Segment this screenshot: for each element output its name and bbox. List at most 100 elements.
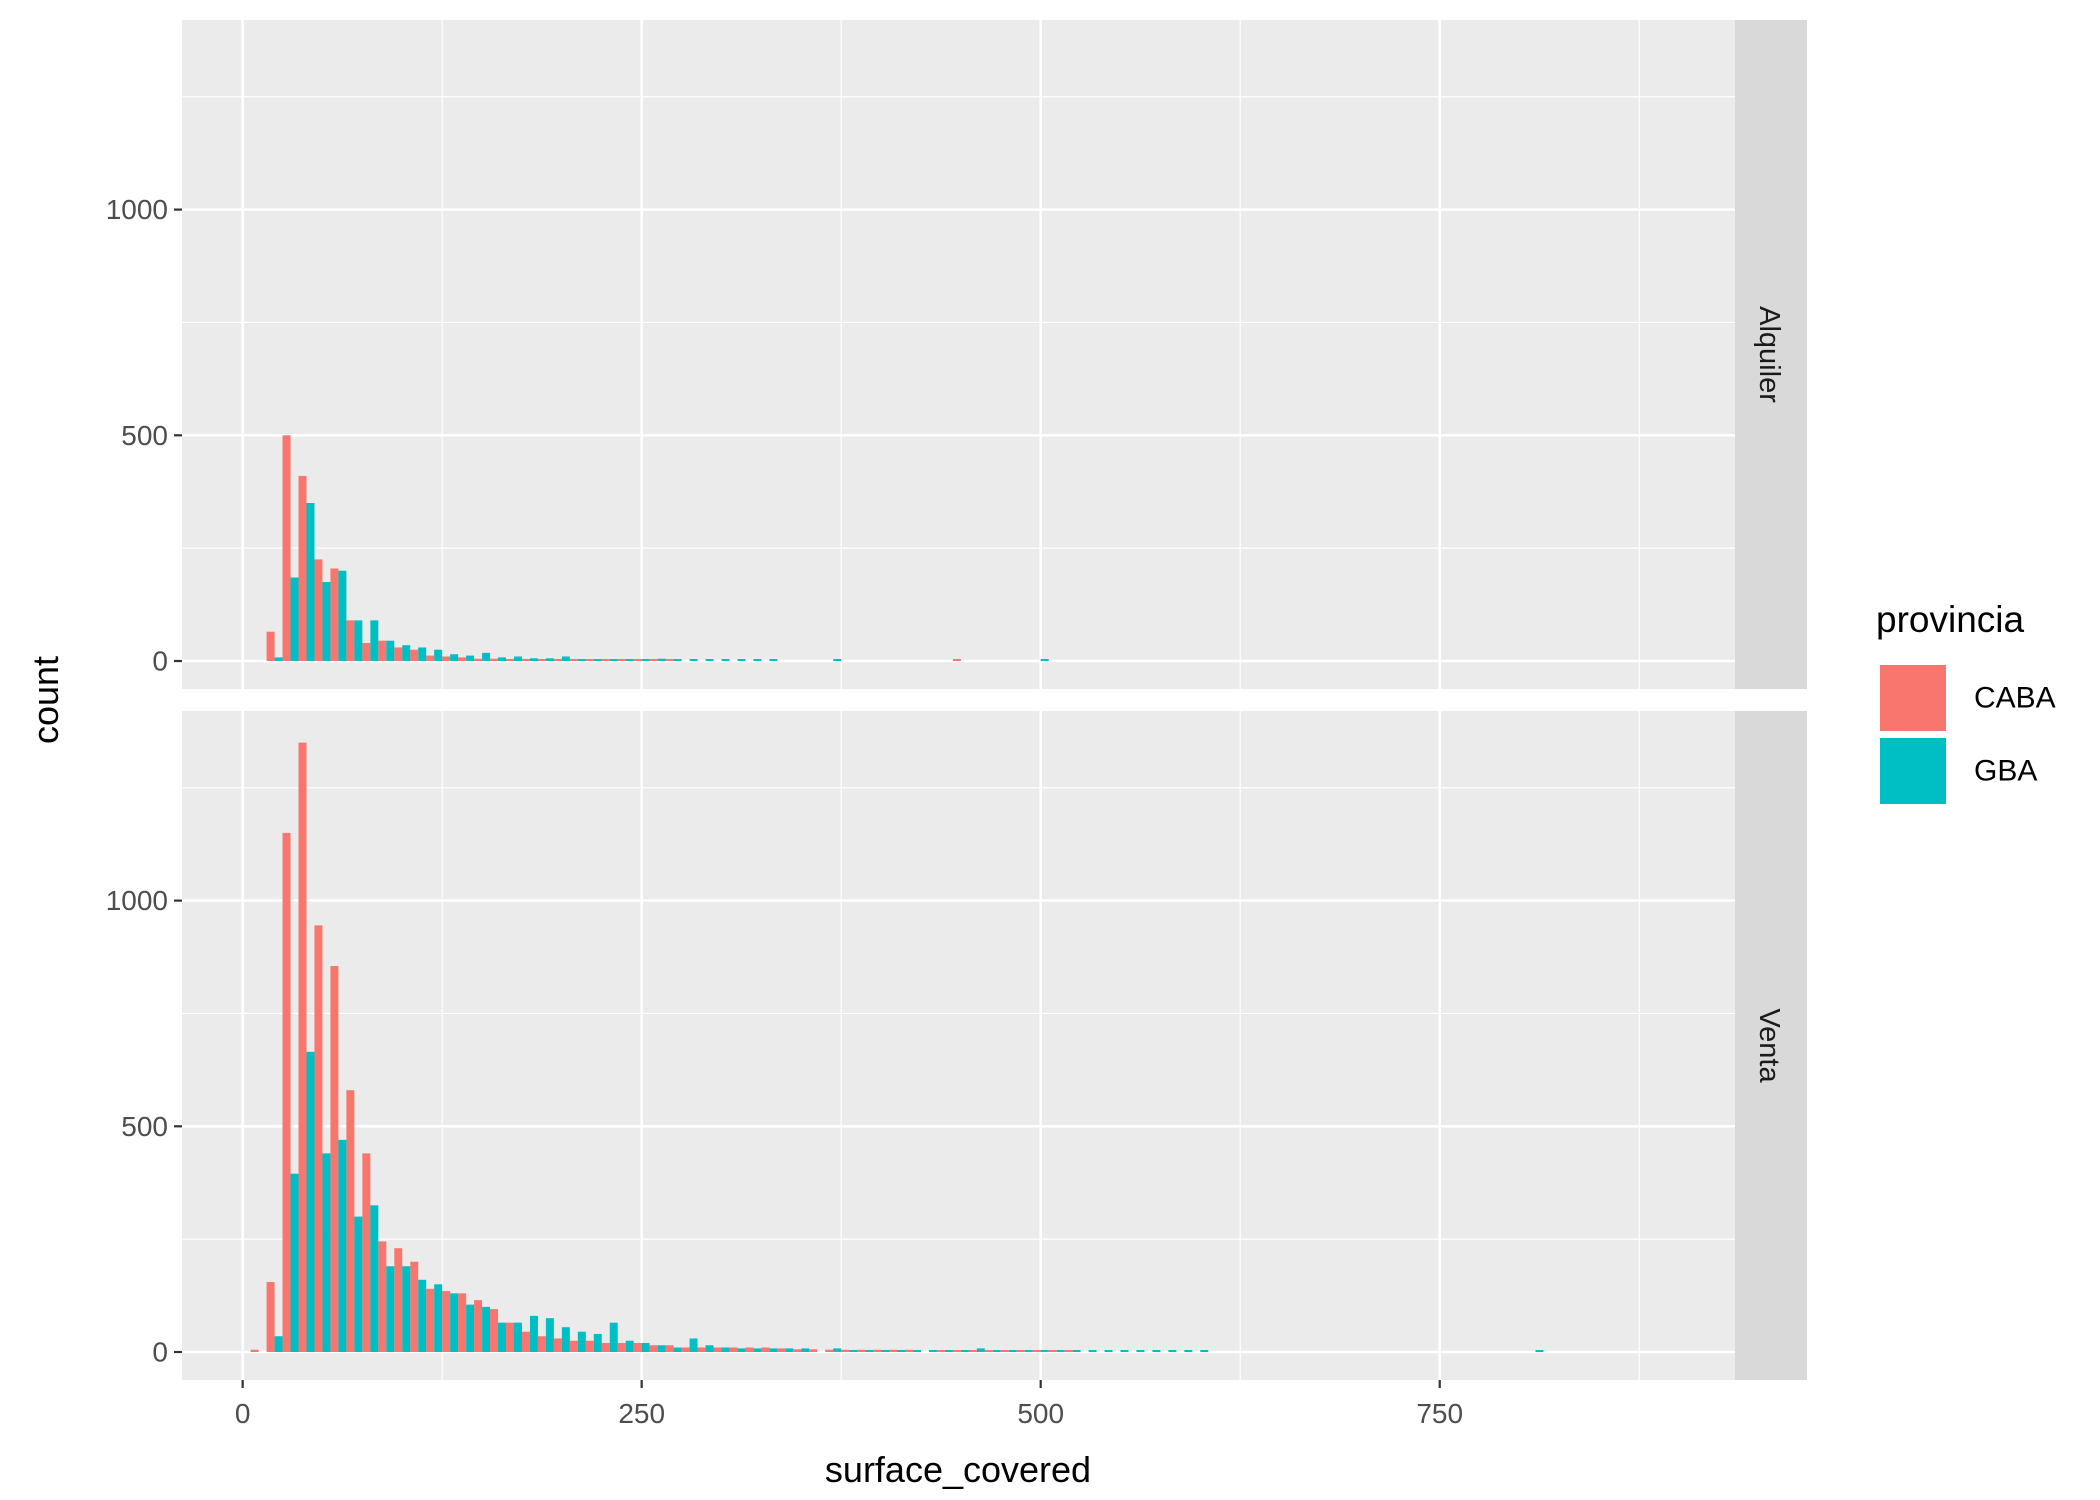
- bar-gba: [418, 647, 427, 662]
- y-axis-venta: 0 500 1000: [106, 885, 182, 1368]
- bar-caba: [282, 435, 291, 662]
- bar-caba: [410, 1261, 419, 1353]
- facet-strip-label-alquiler: Alquiler: [1753, 306, 1785, 403]
- bar-gba: [737, 659, 746, 662]
- bar-caba: [952, 659, 961, 662]
- bar-gba: [306, 503, 315, 662]
- bar-gba: [338, 1139, 347, 1353]
- bar-gba: [1104, 1350, 1113, 1353]
- bar-caba: [761, 1347, 770, 1353]
- bar-caba: [362, 642, 371, 662]
- bar-caba: [936, 1350, 945, 1353]
- legend-label-gba: GBA: [1974, 755, 2037, 788]
- bar-caba: [1032, 1350, 1041, 1353]
- x-tick-label: 0: [235, 1398, 251, 1429]
- bar-caba: [617, 659, 626, 662]
- bar-gba: [721, 659, 730, 662]
- bar-gba: [529, 658, 538, 662]
- bar-gba: [482, 652, 491, 662]
- bar-gba: [625, 659, 634, 662]
- bar-gba: [354, 620, 363, 662]
- bar-gba: [721, 1347, 730, 1353]
- bar-caba: [617, 1342, 626, 1353]
- facet-strip-label-venta: Venta: [1753, 1008, 1785, 1083]
- bar-caba: [426, 1288, 435, 1353]
- bar-caba: [537, 1336, 546, 1353]
- bar-gba: [577, 659, 586, 662]
- bar-caba: [713, 1347, 722, 1353]
- bar-gba: [434, 649, 443, 662]
- bar-gba: [881, 1350, 890, 1353]
- y-tick-label: 1000: [106, 194, 168, 225]
- x-axis-title: surface_covered: [825, 1449, 1091, 1490]
- bar-caba: [841, 1349, 850, 1353]
- bar-gba: [785, 1348, 794, 1353]
- bar-caba: [490, 658, 499, 662]
- bar-gba: [529, 1315, 538, 1353]
- bar-caba: [378, 1241, 387, 1353]
- bar-gba: [354, 1216, 363, 1353]
- bar-caba: [378, 640, 387, 662]
- bar-caba: [298, 742, 307, 1353]
- bar-caba: [490, 1309, 499, 1353]
- bar-gba: [689, 659, 698, 662]
- bar-caba: [458, 1293, 467, 1353]
- bar-gba: [1008, 1350, 1017, 1353]
- bar-gba: [577, 1331, 586, 1353]
- bar-caba: [697, 1347, 706, 1353]
- bar-gba: [609, 659, 618, 662]
- bar-caba: [314, 925, 323, 1353]
- bar-caba: [681, 1347, 690, 1353]
- panel-background-venta: [182, 711, 1735, 1380]
- bar-gba: [689, 1338, 698, 1353]
- bar-gba: [402, 645, 411, 662]
- bar-gba: [1072, 1350, 1081, 1353]
- bar-caba: [649, 1345, 658, 1353]
- y-tick-label: 0: [152, 1337, 168, 1368]
- bar-gba: [498, 657, 507, 662]
- bar-caba: [537, 659, 546, 662]
- bar-caba: [665, 659, 674, 662]
- bar-gba: [1120, 1350, 1129, 1353]
- bars-venta: [250, 742, 1544, 1353]
- bar-caba: [809, 1349, 818, 1353]
- bar-gba: [641, 1342, 650, 1353]
- bar-gba: [322, 582, 331, 662]
- bar-caba: [298, 475, 307, 662]
- bar-caba: [984, 1350, 993, 1353]
- bars-alquiler: [266, 435, 1049, 662]
- bar-gba: [673, 1347, 682, 1353]
- bar-gba: [593, 659, 602, 662]
- bar-gba: [402, 1266, 411, 1353]
- facet-panel-alquiler: Alquiler 0 500 1000: [106, 20, 1807, 689]
- bar-caba: [394, 647, 403, 662]
- bar-gba: [290, 577, 299, 662]
- bar-gba: [1168, 1350, 1177, 1353]
- bar-gba: [609, 1322, 618, 1353]
- x-axis: 0 250 500 750: [235, 1380, 1463, 1429]
- bar-caba: [362, 1153, 371, 1353]
- bar-gba: [466, 655, 475, 662]
- bar-gba: [1088, 1350, 1097, 1353]
- bar-caba: [745, 1347, 754, 1353]
- bar-gba: [865, 1350, 874, 1353]
- bar-gba: [753, 659, 762, 662]
- bar-caba: [585, 659, 594, 662]
- bar-gba: [482, 1306, 491, 1353]
- bar-caba: [729, 1347, 738, 1353]
- bar-caba: [266, 1282, 275, 1353]
- bar-gba: [1136, 1350, 1145, 1353]
- bar-caba: [1048, 1350, 1057, 1353]
- bar-gba: [1535, 1350, 1544, 1353]
- bar-caba: [601, 659, 610, 662]
- bar-caba: [889, 1349, 898, 1353]
- bar-gba: [450, 1293, 459, 1353]
- bar-caba: [330, 568, 339, 662]
- bar-caba: [1016, 1350, 1025, 1353]
- bar-caba: [633, 1342, 642, 1353]
- bar-gba: [593, 1333, 602, 1353]
- bar-gba: [753, 1348, 762, 1353]
- legend-label-caba: CABA: [1974, 682, 2056, 715]
- bar-caba: [410, 649, 419, 662]
- bar-gba: [370, 1205, 379, 1353]
